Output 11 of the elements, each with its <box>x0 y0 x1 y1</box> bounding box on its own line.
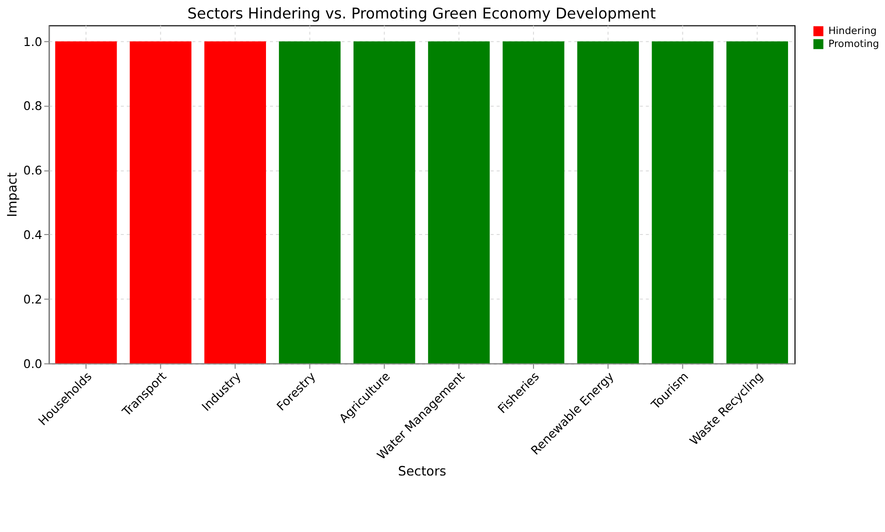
y-tick-label: 0.6 <box>23 164 42 178</box>
x-axis-title: Sectors <box>398 464 446 480</box>
y-axis-title: Impact <box>5 172 20 218</box>
y-tick-label: 0.0 <box>23 356 42 371</box>
legend-label: Promoting <box>828 39 880 50</box>
y-tick-label: 0.8 <box>23 99 42 114</box>
y-tick-label: 1.0 <box>23 34 42 49</box>
y-tick-label: 0.4 <box>23 228 42 242</box>
y-tick-label: 0.2 <box>23 292 42 306</box>
legend-label: Hindering <box>828 26 877 38</box>
chart-title: Sectors Hindering vs. Promoting Green Economy Development <box>187 4 656 22</box>
